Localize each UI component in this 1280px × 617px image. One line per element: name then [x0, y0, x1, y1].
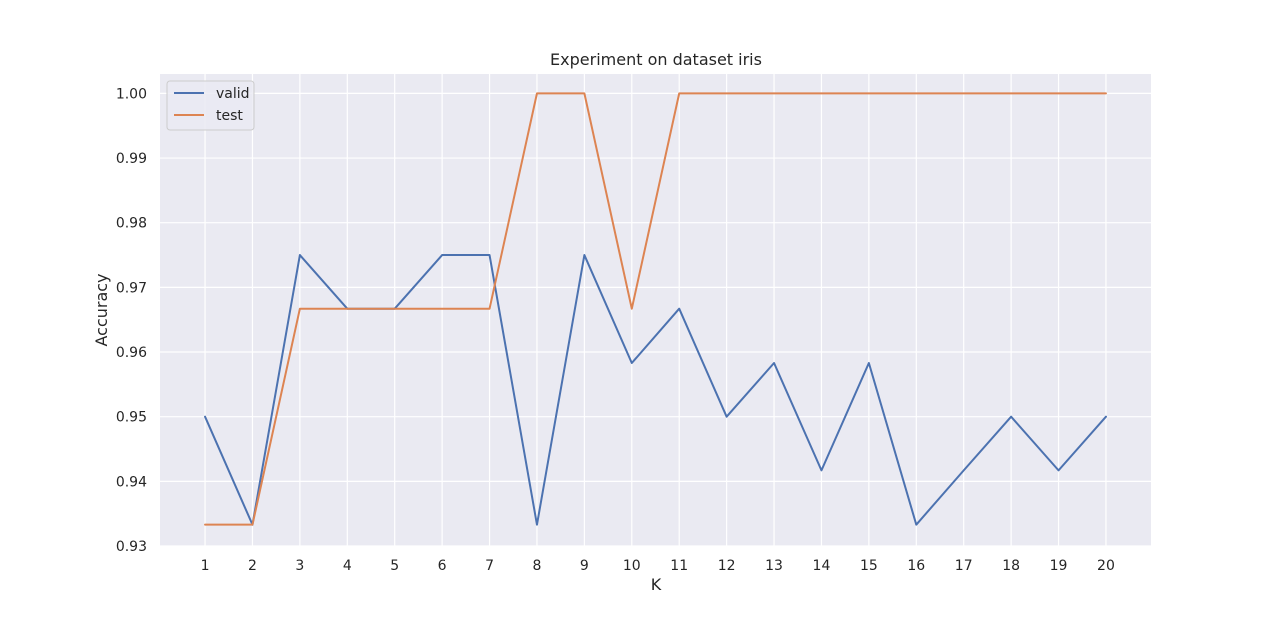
y-tick-label: 0.94: [116, 474, 147, 490]
x-tick-label: 11: [670, 558, 688, 574]
legend-entry-test: test: [216, 108, 243, 124]
x-tick-label: 20: [1097, 558, 1115, 574]
y-tick-label: 0.96: [116, 345, 147, 361]
y-tick-label: 0.98: [116, 216, 147, 232]
legend-entry-valid: valid: [216, 86, 250, 102]
x-tick-label: 17: [955, 558, 973, 574]
x-tick-label: 15: [860, 558, 878, 574]
x-tick-label: 18: [1002, 558, 1020, 574]
x-tick-label: 8: [532, 558, 541, 574]
x-tick-label: 5: [390, 558, 399, 574]
legend: valid test: [167, 81, 254, 130]
x-tick-label: 1: [201, 558, 210, 574]
y-tick-label: 0.95: [116, 410, 147, 426]
x-tick-label: 6: [438, 558, 447, 574]
y-axis-label: Accuracy: [92, 273, 111, 346]
x-tick-label: 9: [580, 558, 589, 574]
y-tick-label: 0.97: [116, 280, 147, 296]
y-tick-label: 0.99: [116, 151, 147, 167]
x-tick-label: 3: [295, 558, 304, 574]
x-tick-label: 13: [765, 558, 783, 574]
plot-area: [160, 74, 1151, 546]
x-tick-label: 12: [718, 558, 736, 574]
chart-title: Experiment on dataset iris: [550, 50, 762, 69]
y-tick-label: 0.93: [116, 539, 147, 555]
x-axis-label: K: [651, 575, 662, 594]
x-tick-label: 14: [813, 558, 831, 574]
x-tick-label: 10: [623, 558, 641, 574]
x-tick-label: 7: [485, 558, 494, 574]
x-tick-label: 16: [907, 558, 925, 574]
x-tick-label: 4: [343, 558, 352, 574]
x-tick-label: 2: [248, 558, 257, 574]
x-tick-label: 19: [1050, 558, 1068, 574]
y-tick-label: 1.00: [116, 86, 147, 102]
